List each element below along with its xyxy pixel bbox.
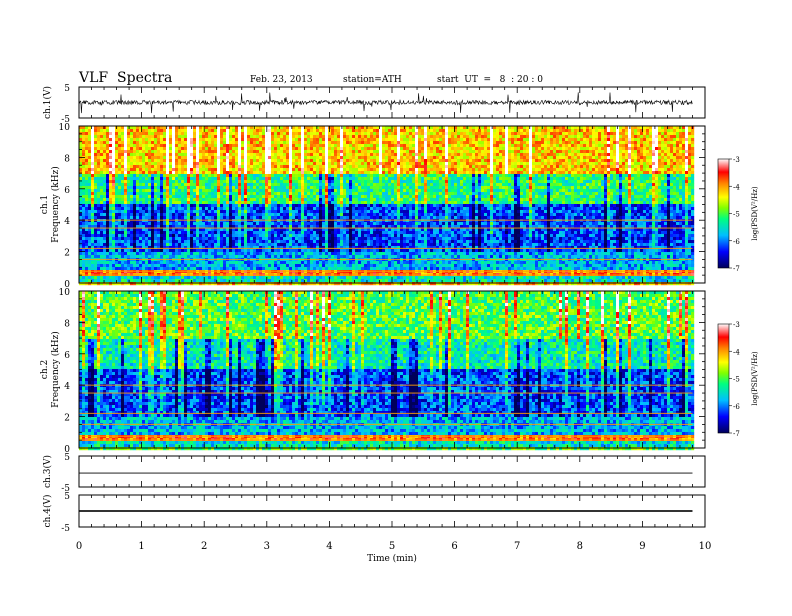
x-axis-label: Time (min) xyxy=(367,553,417,564)
ch.2-ytick-label: 8 xyxy=(64,319,70,329)
ch.1-ylabel: Frequency (kHz) xyxy=(50,166,61,243)
spectrogram-ch.1 xyxy=(79,126,694,285)
x-tick-label: 5 xyxy=(389,541,395,552)
start-time-label: start UT = 8 : 20 : 0 xyxy=(437,75,543,85)
x-tick-label: 9 xyxy=(639,541,645,552)
ch.2-ytick-label: 10 xyxy=(59,288,71,298)
spectrogram-ch.2 xyxy=(79,291,694,450)
ch.2-colorbar-label: log(PSD(V²/Hz) xyxy=(751,351,759,406)
x-tick-label: 1 xyxy=(138,541,144,552)
colorbar-tick-label: -6 xyxy=(733,403,740,411)
station-label: station=ATH xyxy=(343,75,402,85)
colorbar-tick-label: -5 xyxy=(733,376,740,384)
ch4-ytick-label: 5 xyxy=(64,492,70,502)
x-tick-label: 10 xyxy=(699,541,712,552)
ch.1-ytick-label: 10 xyxy=(59,123,71,133)
figure-title: VLF Spectra xyxy=(79,70,172,86)
ch4-waveform xyxy=(79,510,692,512)
ch.1-ytick-label: 4 xyxy=(64,217,70,227)
x-tick-label: 4 xyxy=(326,541,332,552)
ch3-ylabel: ch.3(V) xyxy=(42,455,53,488)
ch.1-ytick-label: 2 xyxy=(64,249,70,259)
ch4-ytick-label: -5 xyxy=(61,524,70,534)
x-tick-label: 6 xyxy=(451,541,457,552)
ch4-ylabel: ch.4(V) xyxy=(42,495,53,528)
ch.2-ytick-label: 6 xyxy=(64,351,70,361)
colorbar-tick-label: -7 xyxy=(733,430,740,438)
ch3-ytick-label: 5 xyxy=(64,453,70,463)
ch.1-colorbar xyxy=(718,159,729,268)
x-tick-label: 7 xyxy=(514,541,520,552)
ch.2-ytick-label: 2 xyxy=(64,414,70,424)
colorbar-tick-label: -7 xyxy=(733,265,740,273)
colorbar-tick-label: -6 xyxy=(733,238,740,246)
ch1-waveform xyxy=(79,92,692,113)
colorbar-tick-label: -3 xyxy=(733,156,740,164)
ch.1-ytick-label: 8 xyxy=(64,154,70,164)
x-tick-label: 2 xyxy=(201,541,207,552)
x-tick-label: 0 xyxy=(76,541,82,552)
x-tick-label: 3 xyxy=(264,541,270,552)
colorbar-tick-label: -5 xyxy=(733,211,740,219)
ch.2-ylabel: Frequency (kHz) xyxy=(50,331,61,408)
colorbar-tick-label: -4 xyxy=(733,183,740,191)
ch1-ytick-label: 5 xyxy=(64,84,70,94)
date-label: Feb. 23, 2013 xyxy=(250,75,313,85)
x-tick-label: 8 xyxy=(577,541,583,552)
ch.2-channel-label: ch.2 xyxy=(40,360,50,379)
colorbar-tick-label: -3 xyxy=(733,321,740,329)
panel-4-axes xyxy=(79,456,705,487)
colorbar-tick-label: -4 xyxy=(733,348,740,356)
ch.2-colorbar xyxy=(718,324,729,433)
ch.2-ytick-label: 4 xyxy=(64,382,70,392)
ch.1-ytick-label: 6 xyxy=(64,186,70,196)
ch.1-channel-label: ch.1 xyxy=(40,195,50,214)
ch.1-colorbar-label: log(PSD(V²/Hz) xyxy=(751,186,759,241)
ch1-ylabel: ch.1(V) xyxy=(42,86,53,119)
